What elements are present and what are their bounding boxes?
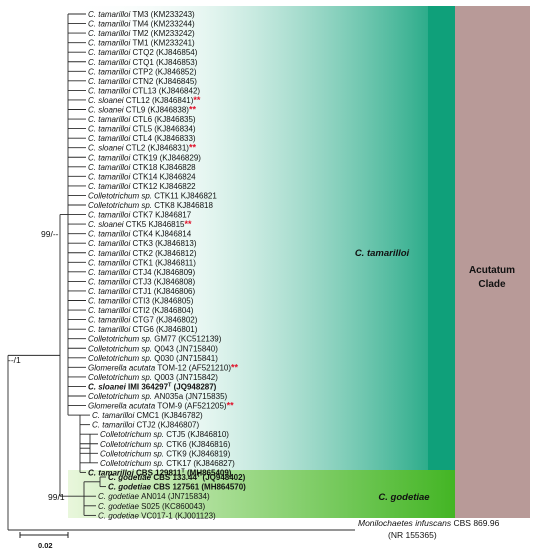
taxon-label-7: C. tamarilloi CTP2 (KJ846852) xyxy=(88,67,197,76)
taxon-label-32: C. tamarilloi CTI2 (KJ846804) xyxy=(88,306,194,315)
taxon-label-6: C. tamarilloi CTQ1 (KJ846853) xyxy=(88,58,198,67)
tamarilloi-clade-label: C. tamarilloi xyxy=(355,248,410,259)
outgroup-label-line2: (NR 155365) xyxy=(388,530,437,540)
taxon-label-37: Colletotrichum sp. Q030 (JN715841) xyxy=(88,354,218,363)
taxon-label-17: C. tamarilloi CTK18 KJ846828 xyxy=(88,163,196,172)
taxon-label-20: Colletotrichum sp. CTK11 KJ846821 xyxy=(88,191,217,200)
taxon-label-48: Colletotrichum sp. CTK17 (KJ846827) xyxy=(100,459,235,468)
taxon-label-35: Colletotrichum sp. GM77 (KC512139) xyxy=(88,335,222,344)
taxon-label-27: C. tamarilloi CTK1 (KJ846811) xyxy=(88,258,196,267)
taxon-label-47: Colletotrichum sp. CTK9 (KJ846819) xyxy=(100,449,231,458)
tamarilloi-clade-shade xyxy=(68,6,455,470)
taxon-label-46: Colletotrichum sp. CTK6 (KJ846816) xyxy=(100,440,231,449)
godetiae-taxon-label-4: C. godetiae S025 (KC860043) xyxy=(98,502,206,511)
godetiae-clade-label: C. godetiae xyxy=(378,492,430,503)
taxon-label-29: C. tamarilloi CTJ3 (KJ846808) xyxy=(88,277,195,286)
taxon-label-44: C. tamarilloi CTJ2 (KJ846807) xyxy=(92,421,199,430)
taxon-label-21: Colletotrichum sp. CTK8 KJ846818 xyxy=(88,201,214,210)
taxon-label-11: C. sloanei CTL9 (KJ846838)** xyxy=(88,105,196,115)
godetiae-taxon-label-5: C. godetiae VC017-1 (KJ001123) xyxy=(98,511,216,520)
tamarilloi-clade-solid xyxy=(428,6,455,470)
taxon-label-33: C. tamarilloi CTG7 (KJ846802) xyxy=(88,316,198,325)
scale-bar-label: 0.02 xyxy=(38,541,53,550)
support-value-godetiae: 99/1 xyxy=(48,492,65,502)
support-value-root: --/1 xyxy=(8,355,21,365)
taxon-label-40: C. sloanei IMI 364297T (JQ948287) xyxy=(88,382,217,391)
taxon-label-5: C. tamarilloi CTQ2 (KJ846854) xyxy=(88,48,198,57)
taxon-label-43: C. tamarilloi CMC1 (KJ846782) xyxy=(92,411,203,420)
acutatum-clade-band xyxy=(455,6,530,518)
tree-branches xyxy=(7,13,355,531)
taxon-label-3: C. tamarilloi TM2 (KM233242) xyxy=(88,29,195,38)
acutatum-clade-label-line1: Acutatum xyxy=(469,265,515,276)
godetiae-taxon-label-1: C. godetiae CBS 133.44T (JQ948402) xyxy=(108,473,246,482)
taxon-label-18: C. tamarilloi CTK14 KJ846824 xyxy=(88,172,196,181)
taxon-label-49: C. tamarilloi CBS 129811T (MH865409) xyxy=(88,468,232,477)
taxon-label-1: C. tamarilloi TM3 (KM233243) xyxy=(88,10,195,19)
taxon-label-19: C. tamarilloi CTK12 KJ846822 xyxy=(88,182,196,191)
taxon-label-13: C. tamarilloi CTL5 (KJ846834) xyxy=(88,125,196,134)
taxon-label-4: C. tamarilloi TM1 (KM233241) xyxy=(88,39,195,48)
godetiae-taxon-label-3: C. godetiae AN014 (JN715834) xyxy=(98,492,210,501)
taxon-label-42: Glomerella acutata TOM-9 (AF521205)** xyxy=(88,401,234,411)
godetiae-taxon-label-2: C. godetiae CBS 127561 (MH864570) xyxy=(108,483,246,492)
taxon-label-36: Colletotrichum sp. Q043 (JN715840) xyxy=(88,344,218,353)
taxon-label-45: Colletotrichum sp. CTJ5 (KJ846810) xyxy=(100,430,229,439)
taxon-label-14: C. tamarilloi CTL4 (KJ846833) xyxy=(88,134,196,143)
godetiae-clade-shade xyxy=(68,470,455,518)
taxon-label-31: C. tamarilloi CTI3 (KJ846805) xyxy=(88,297,194,306)
taxon-label-26: C. tamarilloi CTK2 (KJ846812) xyxy=(88,249,197,258)
taxon-label-8: C. tamarilloi CTN2 (KJ846845) xyxy=(88,77,197,86)
acutatum-clade-label-line2: Clade xyxy=(478,279,506,290)
taxon-label-15: C. sloanei CTL2 (KJ846831)** xyxy=(88,143,196,153)
outgroup-label-line1: Monilochaetes infuscans CBS 869.96 xyxy=(358,518,500,528)
taxon-label-34: C. tamarilloi CTG6 (KJ846801) xyxy=(88,325,198,334)
taxon-label-10: C. sloanei CTL12 (KJ846841)** xyxy=(88,95,201,105)
taxon-label-9: C. tamarilloi CTL13 (KJ846842) xyxy=(88,86,200,95)
taxon-label-38: Glomerella acutata TOM-12 (AF521210)** xyxy=(88,362,239,372)
taxon-label-24: C. tamarilloi CTK4 KJ846814 xyxy=(88,230,192,239)
taxon-label-16: C. tamarilloi CTK19 (KJ846829) xyxy=(88,153,201,162)
taxon-label-23: C. sloanei CTK5 KJ846815** xyxy=(88,219,192,229)
taxon-label-25: C. tamarilloi CTK3 (KJ846813) xyxy=(88,239,197,248)
taxon-label-30: C. tamarilloi CTJ1 (KJ846806) xyxy=(88,287,195,296)
taxon-label-12: C. tamarilloi CTL6 (KJ846835) xyxy=(88,115,196,124)
taxon-labels: C. tamarilloi TM3 (KM233243)C. tamarillo… xyxy=(88,10,246,520)
taxon-label-39: Colletotrichum sp. Q003 (JN715842) xyxy=(88,373,218,382)
taxon-label-2: C. tamarilloi TM4 (KM233244) xyxy=(88,20,195,29)
taxon-label-28: C. tamarilloi CTJ4 (KJ846809) xyxy=(88,268,195,277)
taxon-label-22: C. tamarilloi CTK7 KJ846817 xyxy=(88,211,192,220)
taxon-label-41: Colletotrichum sp. AN035a (JN715835) xyxy=(88,392,228,401)
support-value-tamarilloi: 99/-- xyxy=(41,229,59,239)
